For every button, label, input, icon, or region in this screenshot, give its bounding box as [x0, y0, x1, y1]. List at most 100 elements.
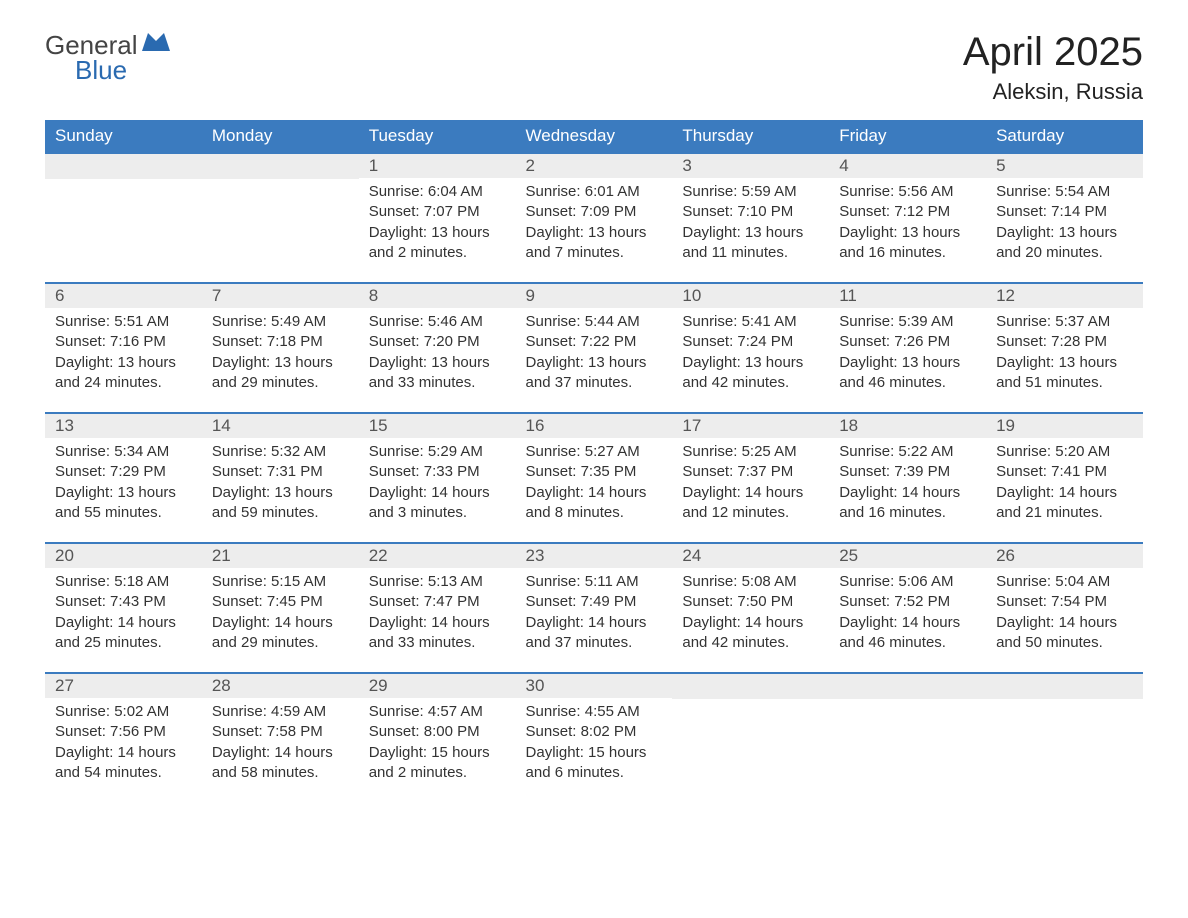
day-number: 15	[359, 414, 516, 438]
location: Aleksin, Russia	[963, 79, 1143, 105]
calendar-day-cell	[672, 673, 829, 803]
day-content: Sunrise: 4:55 AMSunset: 8:02 PMDaylight:…	[516, 698, 673, 793]
sunset-text: Sunset: 8:02 PM	[526, 722, 663, 742]
sunset-text: Sunset: 7:18 PM	[212, 332, 349, 352]
sunset-text: Sunset: 7:33 PM	[369, 462, 506, 482]
calendar-week-row: 27Sunrise: 5:02 AMSunset: 7:56 PMDayligh…	[45, 673, 1143, 803]
sunset-text: Sunset: 7:35 PM	[526, 462, 663, 482]
day-content: Sunrise: 4:59 AMSunset: 7:58 PMDaylight:…	[202, 698, 359, 793]
daylight-line1: Daylight: 13 hours	[212, 353, 349, 373]
weekday-header: Monday	[202, 120, 359, 153]
calendar-day-cell: 29Sunrise: 4:57 AMSunset: 8:00 PMDayligh…	[359, 673, 516, 803]
sunrise-text: Sunrise: 5:59 AM	[682, 182, 819, 202]
day-number: 8	[359, 284, 516, 308]
daylight-line2: and 42 minutes.	[682, 373, 819, 393]
sunset-text: Sunset: 7:12 PM	[839, 202, 976, 222]
daylight-line1: Daylight: 13 hours	[996, 353, 1133, 373]
day-number: 16	[516, 414, 673, 438]
daylight-line1: Daylight: 14 hours	[839, 613, 976, 633]
daylight-line1: Daylight: 15 hours	[526, 743, 663, 763]
empty-day	[986, 674, 1143, 699]
day-number: 5	[986, 154, 1143, 178]
daylight-line2: and 25 minutes.	[55, 633, 192, 653]
daylight-line2: and 24 minutes.	[55, 373, 192, 393]
day-content: Sunrise: 5:29 AMSunset: 7:33 PMDaylight:…	[359, 438, 516, 533]
daylight-line1: Daylight: 13 hours	[526, 353, 663, 373]
calendar-week-row: 20Sunrise: 5:18 AMSunset: 7:43 PMDayligh…	[45, 543, 1143, 673]
day-number: 10	[672, 284, 829, 308]
daylight-line2: and 29 minutes.	[212, 633, 349, 653]
daylight-line1: Daylight: 14 hours	[55, 613, 192, 633]
calendar-day-cell: 28Sunrise: 4:59 AMSunset: 7:58 PMDayligh…	[202, 673, 359, 803]
day-number: 29	[359, 674, 516, 698]
sunset-text: Sunset: 7:10 PM	[682, 202, 819, 222]
calendar-day-cell: 18Sunrise: 5:22 AMSunset: 7:39 PMDayligh…	[829, 413, 986, 543]
calendar-day-cell: 22Sunrise: 5:13 AMSunset: 7:47 PMDayligh…	[359, 543, 516, 673]
calendar-day-cell: 17Sunrise: 5:25 AMSunset: 7:37 PMDayligh…	[672, 413, 829, 543]
daylight-line2: and 50 minutes.	[996, 633, 1133, 653]
day-number: 9	[516, 284, 673, 308]
calendar-week-row: 6 Sunrise: 5:51 AMSunset: 7:16 PM Daylight…	[45, 283, 1143, 413]
day-number: 2	[516, 154, 673, 178]
daylight-line1: Daylight: 14 hours	[369, 483, 506, 503]
daylight-line2: and 46 minutes.	[839, 633, 976, 653]
sunset-text: Sunset: 7:37 PM	[682, 462, 819, 482]
sunrise-text: Sunrise: 5:04 AM	[996, 572, 1133, 592]
sunrise-text: Sunrise: 5:44 AM	[526, 312, 663, 332]
sunrise-text: Sunrise: 6:04 AM	[369, 182, 506, 202]
sunset-text: Sunset: 7:28 PM	[996, 332, 1133, 352]
sunrise-text: Sunrise: 5:46 AM	[369, 312, 506, 332]
sunrise-text: Sunrise: 5:32 AM	[212, 442, 349, 462]
sunset-text: Sunset: 7:50 PM	[682, 592, 819, 612]
daylight-line1: Daylight: 14 hours	[526, 483, 663, 503]
day-number: 3	[672, 154, 829, 178]
calendar-day-cell: 3 Sunrise: 5:59 AMSunset: 7:10 PMDaylight…	[672, 153, 829, 283]
calendar-day-cell: 21Sunrise: 5:15 AMSunset: 7:45 PMDayligh…	[202, 543, 359, 673]
day-content: Sunrise: 5:18 AMSunset: 7:43 PMDaylight:…	[45, 568, 202, 663]
calendar-table: SundayMondayTuesdayWednesdayThursdayFrid…	[45, 120, 1143, 803]
daylight-line2: and 46 minutes.	[839, 373, 976, 393]
weekday-header: Thursday	[672, 120, 829, 153]
sunset-text: Sunset: 7:14 PM	[996, 202, 1133, 222]
calendar-day-cell: 2Sunrise: 6:01 AMSunset: 7:09 PMDaylight…	[516, 153, 673, 283]
sunset-text: Sunset: 8:00 PM	[369, 722, 506, 742]
daylight-line2: and 16 minutes.	[839, 503, 976, 523]
sunrise-text: Sunrise: 5:56 AM	[839, 182, 976, 202]
sunset-text: Sunset: 7:43 PM	[55, 592, 192, 612]
sunset-text: Sunset: 7:39 PM	[839, 462, 976, 482]
daylight-line1: Daylight: 14 hours	[996, 483, 1133, 503]
day-content: Sunrise: 6:01 AMSunset: 7:09 PMDaylight:…	[516, 178, 673, 273]
daylight-line1: Daylight: 13 hours	[682, 223, 819, 243]
sunrise-text: Sunrise: 5:54 AM	[996, 182, 1133, 202]
day-number: 24	[672, 544, 829, 568]
weekday-header: Tuesday	[359, 120, 516, 153]
day-number: 28	[202, 674, 359, 698]
day-content: Sunrise: 6:04 AMSunset: 7:07 PMDaylight:…	[359, 178, 516, 273]
sunset-text: Sunset: 7:47 PM	[369, 592, 506, 612]
sunset-text: Sunset: 7:26 PM	[839, 332, 976, 352]
daylight-line1: Daylight: 14 hours	[839, 483, 976, 503]
sunset-text: Sunset: 7:52 PM	[839, 592, 976, 612]
day-number: 11	[829, 284, 986, 308]
daylight-line1: Daylight: 14 hours	[526, 613, 663, 633]
calendar-day-cell: 8Sunrise: 5:46 AMSunset: 7:20 PMDaylight…	[359, 283, 516, 413]
weekday-header: Sunday	[45, 120, 202, 153]
daylight-line2: and 16 minutes.	[839, 243, 976, 263]
calendar-day-cell: 26Sunrise: 5:04 AMSunset: 7:54 PMDayligh…	[986, 543, 1143, 673]
calendar-day-cell: 4Sunrise: 5:56 AMSunset: 7:12 PMDaylight…	[829, 153, 986, 283]
daylight-line2: and 54 minutes.	[55, 763, 192, 783]
sunset-text: Sunset: 7:07 PM	[369, 202, 506, 222]
day-content: Sunrise: 5:20 AMSunset: 7:41 PMDaylight:…	[986, 438, 1143, 533]
sunrise-text: Sunrise: 5:51 AM	[55, 312, 192, 332]
sunset-text: Sunset: 7:16 PM	[55, 332, 192, 352]
day-number: 6	[45, 284, 202, 308]
calendar-day-cell: 25Sunrise: 5:06 AMSunset: 7:52 PMDayligh…	[829, 543, 986, 673]
calendar-day-cell: 1Sunrise: 6:04 AMSunset: 7:07 PMDaylight…	[359, 153, 516, 283]
day-content: Sunrise: 5:11 AMSunset: 7:49 PMDaylight:…	[516, 568, 673, 663]
day-content: Sunrise: 5:39 AMSunset: 7:26 PMDaylight:…	[829, 308, 986, 403]
daylight-line1: Daylight: 14 hours	[212, 743, 349, 763]
daylight-line1: Daylight: 14 hours	[682, 483, 819, 503]
day-content: Sunrise: 5:37 AMSunset: 7:28 PMDaylight:…	[986, 308, 1143, 403]
day-number: 4	[829, 154, 986, 178]
calendar-day-cell	[202, 153, 359, 283]
